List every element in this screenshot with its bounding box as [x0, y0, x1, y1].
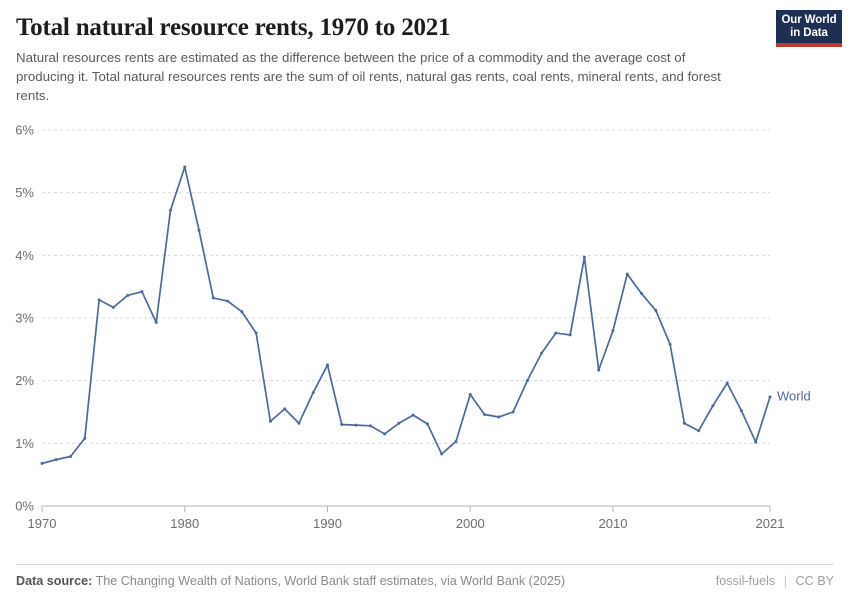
data-point[interactable] [739, 409, 743, 413]
y-axis-tick-label: 6% [15, 123, 34, 138]
data-point[interactable] [226, 299, 230, 303]
logo-line-1: Our World [781, 14, 837, 26]
data-point[interactable] [711, 404, 715, 408]
data-point[interactable] [525, 379, 529, 383]
data-point[interactable] [625, 272, 629, 276]
data-point[interactable] [468, 392, 472, 396]
x-axis-tick-label: 2000 [456, 516, 485, 531]
footer-tag[interactable]: fossil-fuels [715, 574, 776, 588]
data-point[interactable] [354, 423, 358, 427]
data-point[interactable] [682, 421, 686, 425]
data-point[interactable] [668, 342, 672, 346]
x-axis-tick-label: 2021 [756, 516, 785, 531]
data-source: Data source: The Changing Wealth of Nati… [16, 574, 565, 588]
data-point[interactable] [440, 452, 444, 456]
data-point[interactable] [54, 458, 58, 462]
data-source-label: Data source: [16, 574, 93, 588]
data-point[interactable] [725, 381, 729, 385]
footer-license[interactable]: CC BY [795, 574, 835, 588]
chart-plot-area[interactable]: 0% 1% 2% 3% 4% 5% 6% 1970 1980 1990 2000 2010 2021 Wo… [0, 118, 850, 558]
data-point[interactable] [140, 290, 144, 294]
data-point[interactable] [83, 436, 87, 440]
data-point[interactable] [197, 228, 201, 232]
logo-line-2: in Data [790, 26, 828, 39]
x-axis-tick-label: 1970 [28, 516, 57, 531]
data-point[interactable] [540, 351, 544, 355]
data-point[interactable] [311, 391, 315, 395]
data-point[interactable] [154, 320, 158, 324]
data-point[interactable] [111, 305, 115, 309]
data-point[interactable] [340, 423, 344, 427]
data-point[interactable] [297, 421, 301, 425]
data-point[interactable] [483, 413, 487, 417]
data-point[interactable] [211, 296, 215, 300]
line-chart-svg[interactable]: 0% 1% 2% 3% 4% 5% 6% 1970 1980 1990 2000 2010 2021 Wo… [0, 118, 850, 558]
data-point[interactable] [411, 413, 415, 417]
x-axis-tick-label: 1990 [313, 516, 342, 531]
data-point[interactable] [126, 293, 130, 297]
data-point[interactable] [425, 422, 429, 426]
data-point[interactable] [240, 310, 244, 314]
data-point[interactable] [554, 331, 558, 335]
y-axis-tick-label: 3% [15, 311, 34, 326]
chart-subtitle: Natural resources rents are estimated as… [16, 50, 721, 103]
y-axis-tick-label: 1% [15, 436, 34, 451]
data-point[interactable] [168, 208, 172, 212]
footer-meta: fossil-fuels | CC BY [716, 574, 834, 588]
data-point[interactable] [383, 432, 387, 436]
x-axis-tick-label: 2010 [599, 516, 628, 531]
data-point[interactable] [183, 165, 187, 169]
series-line-world[interactable] [41, 166, 771, 465]
y-axis-tick-label: 2% [15, 373, 34, 388]
data-point[interactable] [397, 421, 401, 425]
footer-separator: | [783, 574, 787, 588]
data-point[interactable] [582, 255, 586, 259]
data-point[interactable] [454, 439, 458, 443]
y-axis-tick-label: 0% [15, 499, 34, 514]
data-point[interactable] [97, 298, 101, 302]
data-point[interactable] [768, 395, 772, 399]
data-point[interactable] [754, 440, 758, 444]
data-point[interactable] [40, 461, 44, 465]
data-point[interactable] [597, 368, 601, 372]
series-label-world: World [777, 388, 811, 403]
data-point[interactable] [654, 308, 658, 312]
data-point[interactable] [568, 333, 572, 337]
data-source-text: The Changing Wealth of Nations, World Ba… [95, 574, 566, 588]
data-point[interactable] [497, 415, 501, 419]
our-world-in-data-logo[interactable]: Our World in Data [776, 10, 842, 47]
data-point[interactable] [511, 410, 515, 414]
data-point[interactable] [69, 454, 73, 458]
data-point[interactable] [283, 407, 287, 411]
page-title: Total natural resource rents, 1970 to 20… [16, 14, 451, 41]
data-point[interactable] [697, 429, 701, 433]
y-axis-tick-label: 5% [15, 185, 34, 200]
data-point[interactable] [254, 331, 258, 335]
chart-footer: Data source: The Changing Wealth of Nati… [16, 564, 834, 588]
data-point[interactable] [640, 292, 644, 296]
data-point[interactable] [268, 419, 272, 423]
data-point[interactable] [325, 363, 329, 367]
y-axis-tick-label: 4% [15, 248, 34, 263]
x-axis-tick-label: 1980 [170, 516, 199, 531]
data-point[interactable] [368, 424, 372, 428]
data-point[interactable] [611, 329, 615, 333]
chart-header: Total natural resource rents, 1970 to 20… [16, 14, 834, 106]
